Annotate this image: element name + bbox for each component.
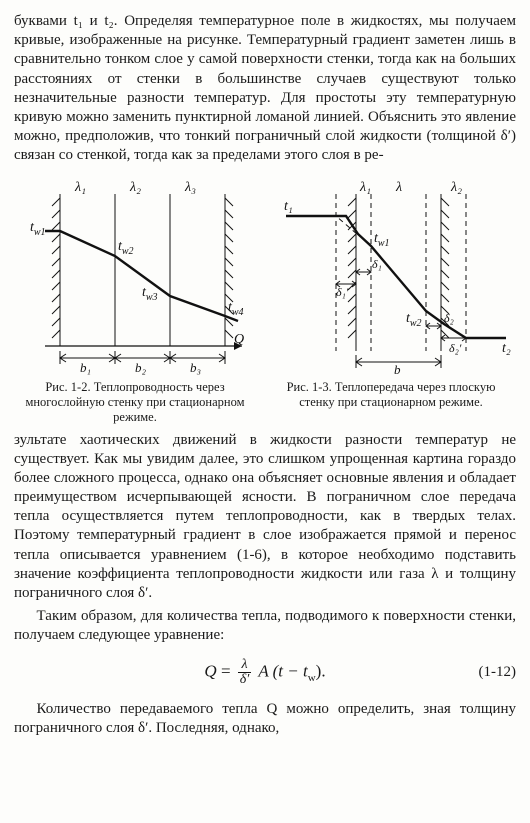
fig12-tw4: tw4: [228, 300, 244, 318]
fig12-lambda1: λ₁: [74, 180, 86, 195]
fig13-tw1: tw1: [374, 231, 390, 249]
fig12-Q: Q: [234, 332, 244, 347]
eq-rhs-tail: ).: [316, 661, 326, 680]
fig12-tw3: tw3: [142, 285, 158, 303]
eq-lhs: Q: [204, 661, 216, 680]
figure-1-2-caption: Рис. 1-2. Теплопроводность через многосл…: [15, 380, 255, 425]
fig13-b: b: [394, 362, 401, 376]
fig12-b2: b₂: [135, 360, 147, 375]
figure-1-3-svg: t₁ t₂ tw1 tw2 λ₁ λ λ₂ δ₁ δ₁′ δ₂ δ₂′ b: [266, 176, 516, 376]
equation-1-12: Q = λ δ′ A (t − tw). (1-12): [14, 654, 516, 692]
paragraph-3: Таким образом, для количества тепла, под…: [14, 607, 516, 645]
fig12-lambda2: λ₂: [129, 180, 141, 195]
fig13-d1: δ₁: [372, 257, 382, 271]
fig13-d1p: δ₁′: [336, 285, 349, 299]
fig13-l2: λ₂: [450, 180, 462, 195]
fig13-t1: t₁: [284, 199, 293, 214]
paragraph-2: зультате хаотических движений в жидкости…: [14, 431, 516, 604]
fig12-tw1: tw1: [30, 220, 46, 238]
fig13-l1: λ₁: [359, 180, 371, 195]
eq-frac-den: δ′: [238, 673, 252, 687]
eq-frac-num: λ: [238, 658, 252, 673]
figure-1-3-caption: Рис. 1-3. Теплопередача через плоскую ст…: [271, 380, 511, 410]
fig12-b1: b₁: [80, 360, 91, 375]
fig12-b3: b₃: [190, 360, 201, 375]
equation-number: (1-12): [479, 663, 517, 682]
fig12-lambda3: λ₃: [184, 180, 196, 195]
figures-row: λ₁ λ₂ λ₃ tw1 tw2 tw3 tw4 Q b₁ b₂ b₃ Рис.…: [14, 176, 516, 425]
fig13-t2: t₂: [502, 341, 511, 356]
figure-1-3: t₁ t₂ tw1 tw2 λ₁ λ λ₂ δ₁ δ₁′ δ₂ δ₂′ b Ри…: [266, 176, 516, 425]
eq-rhs: A (t − t: [258, 661, 307, 680]
eq-rhs-sub: w: [308, 672, 316, 684]
equation-body: Q = λ δ′ A (t − tw).: [204, 658, 325, 687]
fig13-d2p: δ₂′: [449, 341, 462, 355]
figure-1-2-svg: λ₁ λ₂ λ₃ tw1 tw2 tw3 tw4 Q b₁ b₂ b₃: [20, 176, 250, 376]
paragraph-1: буквами t₁ и t₂. Определяя температурное…: [14, 12, 516, 166]
fig12-tw2: tw2: [118, 239, 134, 257]
paragraph-4: Количество передаваемого тепла Q можно о…: [14, 700, 516, 738]
fig13-l: λ: [395, 180, 402, 195]
fig13-d2: δ₂: [444, 311, 454, 325]
figure-1-2: λ₁ λ₂ λ₃ tw1 tw2 tw3 tw4 Q b₁ b₂ b₃ Рис.…: [14, 176, 256, 425]
fig13-tw2: tw2: [406, 311, 422, 329]
